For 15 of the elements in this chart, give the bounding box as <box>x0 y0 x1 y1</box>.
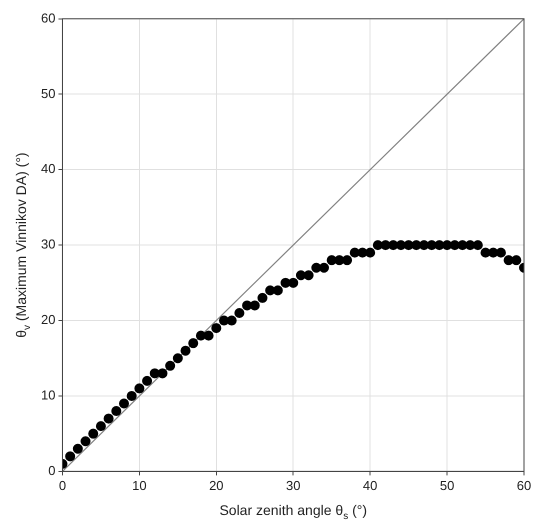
x-tick-label: 60 <box>516 478 532 493</box>
y-tick-label: 20 <box>40 312 56 328</box>
x-tick-label: 0 <box>58 478 66 493</box>
y-tick-label: 60 <box>40 10 56 26</box>
y-tick-label: 50 <box>40 86 56 101</box>
y-tick-label: 30 <box>40 236 56 252</box>
x-tick-label: 30 <box>286 478 300 493</box>
x-tick-label: 10 <box>132 478 147 493</box>
y-tick-label: 0 <box>48 462 56 478</box>
x-tick-label: 40 <box>362 478 378 493</box>
x-tick-label: 50 <box>440 478 454 493</box>
y-tick-label: 40 <box>40 161 56 176</box>
y-axis-title: θv (Maximum Vinnikov DA) (°) <box>12 152 33 338</box>
y-tick-label: 10 <box>40 388 56 403</box>
x-tick-label: 20 <box>209 478 224 493</box>
